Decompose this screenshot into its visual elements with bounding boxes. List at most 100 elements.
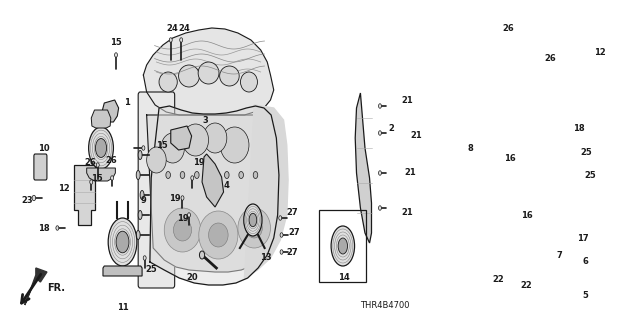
Text: 11: 11 bbox=[116, 303, 129, 313]
Ellipse shape bbox=[238, 208, 271, 248]
Text: 25: 25 bbox=[580, 148, 593, 156]
Text: 13: 13 bbox=[260, 253, 272, 262]
Polygon shape bbox=[86, 168, 115, 181]
Ellipse shape bbox=[239, 172, 243, 179]
Ellipse shape bbox=[180, 172, 185, 179]
Ellipse shape bbox=[142, 146, 145, 150]
Text: 7: 7 bbox=[556, 251, 562, 260]
Text: 15: 15 bbox=[156, 140, 168, 149]
Ellipse shape bbox=[138, 211, 142, 220]
Text: 24: 24 bbox=[167, 23, 179, 33]
Ellipse shape bbox=[164, 208, 201, 252]
Ellipse shape bbox=[170, 38, 172, 42]
Ellipse shape bbox=[573, 193, 576, 197]
Text: 27: 27 bbox=[286, 207, 298, 217]
Text: 24: 24 bbox=[178, 23, 189, 33]
Ellipse shape bbox=[209, 223, 228, 247]
Text: 12: 12 bbox=[58, 183, 70, 193]
Text: 25: 25 bbox=[584, 171, 596, 180]
Polygon shape bbox=[523, 219, 562, 231]
Ellipse shape bbox=[88, 127, 113, 169]
Text: 19: 19 bbox=[177, 213, 188, 222]
Polygon shape bbox=[244, 105, 288, 278]
Ellipse shape bbox=[510, 283, 513, 287]
Ellipse shape bbox=[566, 153, 568, 157]
Polygon shape bbox=[25, 268, 47, 305]
Text: 21: 21 bbox=[410, 131, 422, 140]
Ellipse shape bbox=[182, 124, 209, 156]
Text: 12: 12 bbox=[594, 47, 605, 57]
Text: 22: 22 bbox=[493, 276, 504, 284]
Ellipse shape bbox=[159, 72, 177, 92]
Polygon shape bbox=[531, 161, 554, 183]
Ellipse shape bbox=[253, 172, 258, 179]
Text: 26: 26 bbox=[502, 23, 515, 33]
Polygon shape bbox=[171, 126, 191, 150]
Ellipse shape bbox=[338, 238, 348, 254]
Ellipse shape bbox=[180, 38, 182, 42]
Polygon shape bbox=[74, 165, 95, 225]
Text: 8: 8 bbox=[468, 143, 474, 153]
Polygon shape bbox=[568, 53, 595, 143]
Text: 22: 22 bbox=[521, 281, 532, 290]
Ellipse shape bbox=[280, 233, 283, 237]
Polygon shape bbox=[92, 110, 111, 128]
Ellipse shape bbox=[556, 73, 559, 77]
Text: 17: 17 bbox=[577, 234, 589, 243]
Ellipse shape bbox=[516, 40, 520, 44]
Text: 1: 1 bbox=[124, 98, 130, 107]
Ellipse shape bbox=[195, 172, 199, 179]
Ellipse shape bbox=[241, 72, 257, 92]
Text: FR.: FR. bbox=[47, 283, 65, 293]
Ellipse shape bbox=[209, 172, 214, 179]
Bar bbox=[319, 210, 366, 282]
Polygon shape bbox=[102, 100, 118, 122]
Text: 15: 15 bbox=[91, 173, 102, 182]
Ellipse shape bbox=[378, 131, 381, 135]
Text: 27: 27 bbox=[286, 247, 298, 257]
Text: 10: 10 bbox=[38, 143, 50, 153]
Ellipse shape bbox=[161, 133, 184, 163]
Text: 25: 25 bbox=[145, 266, 157, 275]
FancyBboxPatch shape bbox=[138, 92, 175, 288]
Text: 19: 19 bbox=[169, 194, 180, 203]
Text: 26: 26 bbox=[545, 53, 557, 62]
Text: 2: 2 bbox=[388, 124, 394, 132]
Ellipse shape bbox=[143, 256, 146, 260]
Ellipse shape bbox=[225, 172, 229, 179]
Text: 14: 14 bbox=[339, 274, 350, 283]
Text: 23: 23 bbox=[22, 196, 33, 204]
Ellipse shape bbox=[191, 176, 194, 180]
Ellipse shape bbox=[520, 163, 523, 167]
Text: 9: 9 bbox=[141, 196, 147, 204]
Ellipse shape bbox=[528, 171, 557, 219]
Ellipse shape bbox=[116, 231, 129, 253]
Ellipse shape bbox=[166, 172, 170, 179]
Text: 20: 20 bbox=[186, 274, 198, 283]
Ellipse shape bbox=[536, 184, 548, 206]
Ellipse shape bbox=[280, 250, 283, 254]
Text: 26: 26 bbox=[84, 157, 96, 166]
Ellipse shape bbox=[147, 147, 166, 173]
Polygon shape bbox=[543, 238, 572, 285]
Ellipse shape bbox=[246, 218, 262, 238]
Polygon shape bbox=[147, 115, 279, 272]
Text: 16: 16 bbox=[504, 154, 516, 163]
FancyBboxPatch shape bbox=[34, 154, 47, 180]
Ellipse shape bbox=[244, 204, 262, 236]
Text: 15: 15 bbox=[110, 37, 122, 46]
Ellipse shape bbox=[173, 219, 191, 241]
Text: 27: 27 bbox=[289, 228, 300, 236]
Ellipse shape bbox=[111, 176, 113, 180]
Ellipse shape bbox=[249, 213, 257, 227]
Ellipse shape bbox=[108, 218, 137, 266]
Ellipse shape bbox=[138, 150, 142, 159]
Ellipse shape bbox=[220, 127, 249, 163]
Ellipse shape bbox=[32, 195, 36, 201]
Ellipse shape bbox=[378, 104, 381, 108]
Ellipse shape bbox=[279, 216, 282, 220]
Polygon shape bbox=[150, 106, 279, 285]
Polygon shape bbox=[355, 93, 371, 243]
Polygon shape bbox=[143, 28, 274, 115]
Ellipse shape bbox=[136, 171, 140, 180]
